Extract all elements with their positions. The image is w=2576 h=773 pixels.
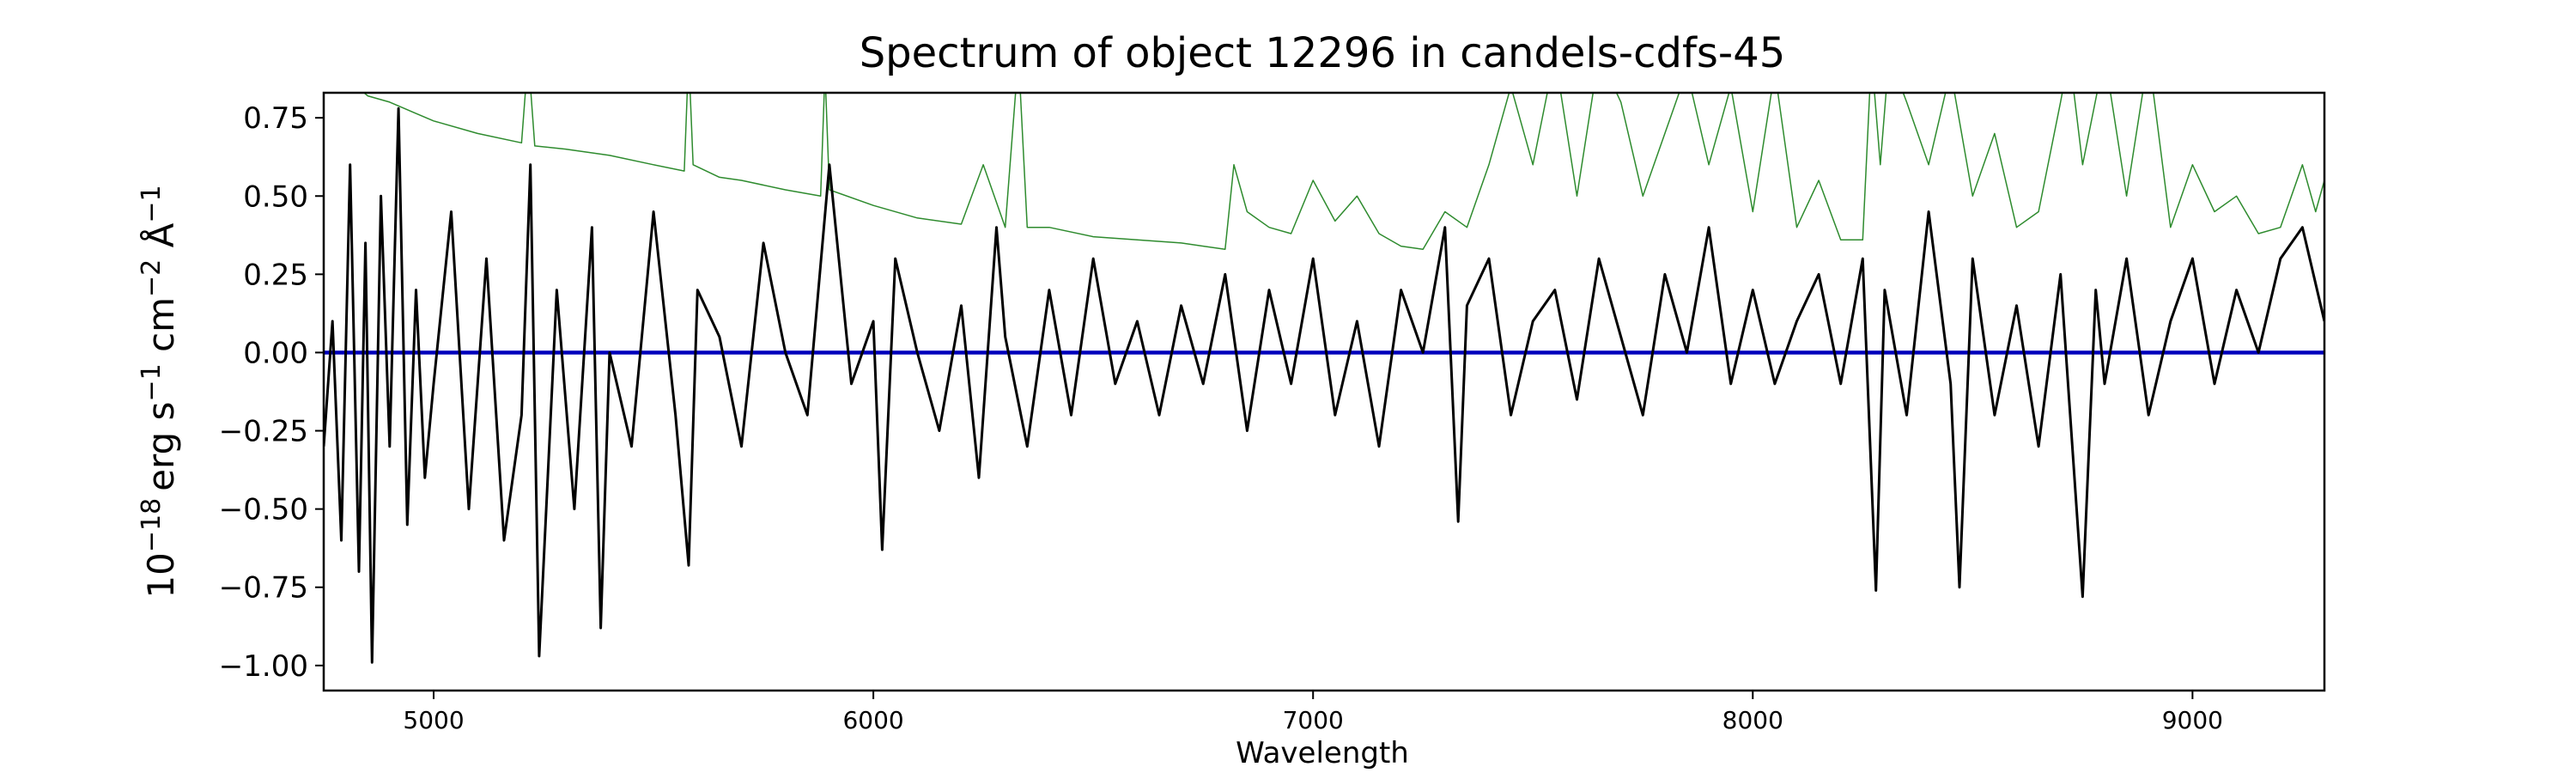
y-axis-label-u4: Å [139,222,182,259]
y-axis-label-exp: −18 [137,498,167,552]
y-axis-label-u1: −1 [137,363,167,401]
y-axis-label-u2: cm [140,297,182,363]
y-tick-label: −0.25 [219,415,308,449]
plot-frame [322,91,2326,692]
x-tick-label: 9000 [2162,706,2223,734]
y-tick-label: −1.00 [219,649,308,684]
x-axis-label: Wavelength [1236,736,1409,770]
x-axis: 5000 6000 7000 8000 9000 [403,691,2223,734]
x-tick-label: 7000 [1283,706,1344,734]
x-tick-label: 8000 [1722,706,1783,734]
y-axis-label-u0: erg s [140,402,182,491]
y-axis-label: 10−18erg s−1 cm−2 Å−1 [137,185,182,598]
y-axis-label-u5: −1 [137,185,167,222]
series-flux-line [324,107,2324,664]
chart-title: Spectrum of object 12296 in candels-cdfs… [860,29,1786,77]
series-layer [324,93,2324,664]
y-tick-label: 0.00 [243,336,308,370]
x-tick-label: 5000 [403,706,464,734]
y-tick-label: −0.50 [219,493,308,527]
y-tick-label: 0.50 [243,180,308,214]
y-tick-label: −0.75 [219,571,308,606]
y-axis-label-base: 10 [140,552,182,598]
y-axis-label-u3: −2 [137,259,167,297]
y-tick-label: 0.75 [243,101,308,136]
series-error-line [362,93,2324,250]
y-tick-label: 0.25 [243,258,308,292]
y-axis: 0.75 0.50 0.25 0.00 −0.25 −0.50 −0.75 −1.00 [219,101,324,684]
x-tick-label: 6000 [842,706,903,734]
